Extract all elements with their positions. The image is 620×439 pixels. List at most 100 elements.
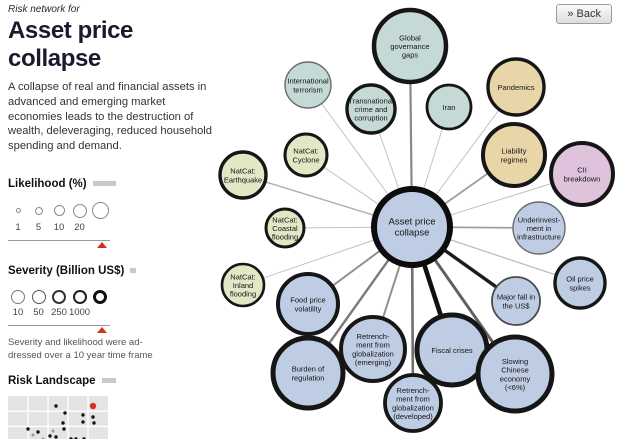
network-node-food-price-volatility[interactable]: Food price volatility xyxy=(276,272,340,336)
risk-dot xyxy=(69,436,73,439)
network-node-fiscal-crises[interactable]: Fiscal crises xyxy=(414,312,490,388)
severity-section-header: Severity (Billion US$) xyxy=(8,265,137,277)
node-label-natcat-coastal-flooding: NatCat: Coastal flooding xyxy=(272,215,298,241)
network-node-retrenchment-from-globalization-emerging[interactable]: Retrench-ment from globalization (emerging… xyxy=(339,315,407,383)
node-circle-slowing-chinese-economy xyxy=(475,334,555,414)
node-label-retrenchment-from-globalization-emerging: Retrench-ment from globalization (emerging… xyxy=(352,332,394,367)
risk-dot xyxy=(74,436,78,439)
risk-dot xyxy=(26,426,30,431)
node-label-natcat-earthquake: NatCat: Earthquake xyxy=(224,167,262,185)
plot-background xyxy=(8,395,108,439)
risk-landscape-title: Risk Landscape xyxy=(8,374,96,387)
network-node-transnational-crime-and-corruption[interactable]: Transnational crime and corruption xyxy=(345,83,397,135)
node-label-natcat-inland-flooding: NatCat: Inland flooding xyxy=(230,272,256,298)
network-node-underinvestment-in-infrastructure[interactable]: Underinvest-ment in infrastructure xyxy=(512,201,566,255)
likelihood-circle-10 xyxy=(53,205,65,217)
section-rule xyxy=(101,378,116,384)
likelihood-size-legend xyxy=(8,202,110,220)
network-node-asset-price-collapse[interactable]: Asset price collapse xyxy=(371,186,453,268)
node-label-transnational-crime-and-corruption: Transnational crime and corruption xyxy=(348,96,393,122)
risk-landscape-svg xyxy=(8,395,108,439)
node-circle-transnational-crime-and-corruption xyxy=(345,83,397,135)
node-circle-retrenchment-from-globalization-developed xyxy=(383,373,443,433)
risk-dot xyxy=(36,429,40,434)
risk-dot xyxy=(82,436,86,439)
node-circle-food-price-volatility xyxy=(276,272,340,336)
node-circle-international-terrorism xyxy=(284,61,332,109)
network-node-retrenchment-from-globalization-developed[interactable]: Retrench-ment from globalization (develope… xyxy=(383,373,443,433)
network-node-oil-price-spikes[interactable]: Oil price spikes xyxy=(553,256,607,310)
risk-landscape-section-header: Risk Landscape xyxy=(8,375,116,387)
node-label-food-price-volatility: Food price volatility xyxy=(290,296,325,314)
section-rule xyxy=(92,181,116,187)
likelihood-scale-line xyxy=(8,239,110,248)
risk-dot xyxy=(51,429,55,433)
node-label-underinvestment-in-infrastructure: Underinvest-ment in infrastructure xyxy=(517,215,561,241)
severity-circle-250 xyxy=(52,289,66,304)
risk-dot xyxy=(92,420,96,425)
page-title: Asset price collapse xyxy=(8,17,133,72)
node-circle-underinvestment-in-infrastructure xyxy=(512,201,566,255)
node-circle-burden-of-regulation xyxy=(270,335,346,411)
network-node-natcat-coastal-flooding[interactable]: NatCat: Coastal flooding xyxy=(264,207,306,249)
node-label-cii-breakdown: CII breakdown xyxy=(564,166,601,184)
description: A collapse of real and financial assets … xyxy=(8,81,213,153)
node-label-pandemics: Pandemics xyxy=(497,83,534,92)
network-node-natcat-earthquake[interactable]: NatCat: Earthquake xyxy=(218,150,268,200)
node-circle-retrenchment-from-globalization-emerging xyxy=(339,315,407,383)
network-node-natcat-cyclone[interactable]: NatCat: Cyclone xyxy=(283,132,329,178)
severity-stroke-legend xyxy=(8,289,110,305)
node-label-international-terrorism: International terrorism xyxy=(287,77,329,95)
severity-circle-1000 xyxy=(72,289,87,304)
likelihood-title: Likelihood (%) xyxy=(8,177,87,190)
risk-dot xyxy=(91,414,95,419)
kicker: Risk network for xyxy=(8,4,80,15)
node-label-asset-price-collapse: Asset price collapse xyxy=(389,217,436,239)
severity-marker-icon xyxy=(97,326,107,333)
section-rule xyxy=(130,268,137,274)
risk-dot xyxy=(31,433,35,437)
node-label-burden-of-regulation: Burden of regulation xyxy=(292,365,326,383)
node-label-global-governance-gaps: Global governance gaps xyxy=(390,33,429,59)
likelihood-circle-1 xyxy=(15,208,21,214)
severity-circle-max xyxy=(93,289,107,304)
network-node-burden-of-regulation[interactable]: Burden of regulation xyxy=(270,335,346,411)
node-circle-cii-breakdown xyxy=(549,141,615,207)
node-circle-asset-price-collapse xyxy=(371,186,453,268)
likelihood-circle-20 xyxy=(72,203,87,218)
risk-dot xyxy=(54,403,58,408)
node-circle-iran xyxy=(425,83,473,131)
node-label-fiscal-crises: Fiscal crises xyxy=(431,346,473,355)
back-button[interactable]: » Back xyxy=(556,4,612,24)
severity-ticks: 10 50 250 1000 xyxy=(12,306,91,318)
network-node-natcat-inland-flooding[interactable]: NatCat: Inland flooding xyxy=(220,262,266,308)
node-label-iran: Iran xyxy=(443,103,456,112)
network-node-global-governance-gaps[interactable]: Global governance gaps xyxy=(371,7,449,85)
network-node-cii-breakdown[interactable]: CII breakdown xyxy=(549,141,615,207)
network-node-pandemics[interactable]: Pandemics xyxy=(486,57,546,117)
likelihood-circle-5 xyxy=(34,206,43,215)
node-circle-major-fall-in-the-uss xyxy=(491,276,541,326)
node-label-natcat-cyclone: NatCat: Cyclone xyxy=(292,147,319,165)
network-node-major-fall-in-the-uss[interactable]: Major fall in the US$ xyxy=(491,276,541,326)
node-circle-liability-regimes xyxy=(481,122,547,188)
likelihood-marker-icon xyxy=(97,241,107,248)
severity-circle-50 xyxy=(31,289,46,304)
node-label-slowing-chinese-economy: Slowing Chinese economy (<6%) xyxy=(500,357,531,392)
node-circle-global-governance-gaps xyxy=(371,7,449,85)
severity-circle-10 xyxy=(11,289,25,304)
risk-dot xyxy=(63,410,67,415)
risk-dot xyxy=(48,433,52,438)
severity-scale-line xyxy=(8,324,110,333)
risk-dot xyxy=(62,426,66,431)
likelihood-section-header: Likelihood (%) xyxy=(8,178,116,190)
timeframe-note: Severity and likelihood were ad- dressed… xyxy=(8,336,153,361)
network-node-slowing-chinese-economy[interactable]: Slowing Chinese economy (<6%) xyxy=(475,334,555,414)
severity-title: Severity (Billion US$) xyxy=(8,264,125,277)
network-node-liability-regimes[interactable]: Liability regimes xyxy=(481,122,547,188)
node-circle-natcat-inland-flooding xyxy=(220,262,266,308)
network-node-international-terrorism[interactable]: International terrorism xyxy=(284,61,332,109)
network-node-iran[interactable]: Iran xyxy=(425,83,473,131)
node-circle-natcat-coastal-flooding xyxy=(264,207,306,249)
